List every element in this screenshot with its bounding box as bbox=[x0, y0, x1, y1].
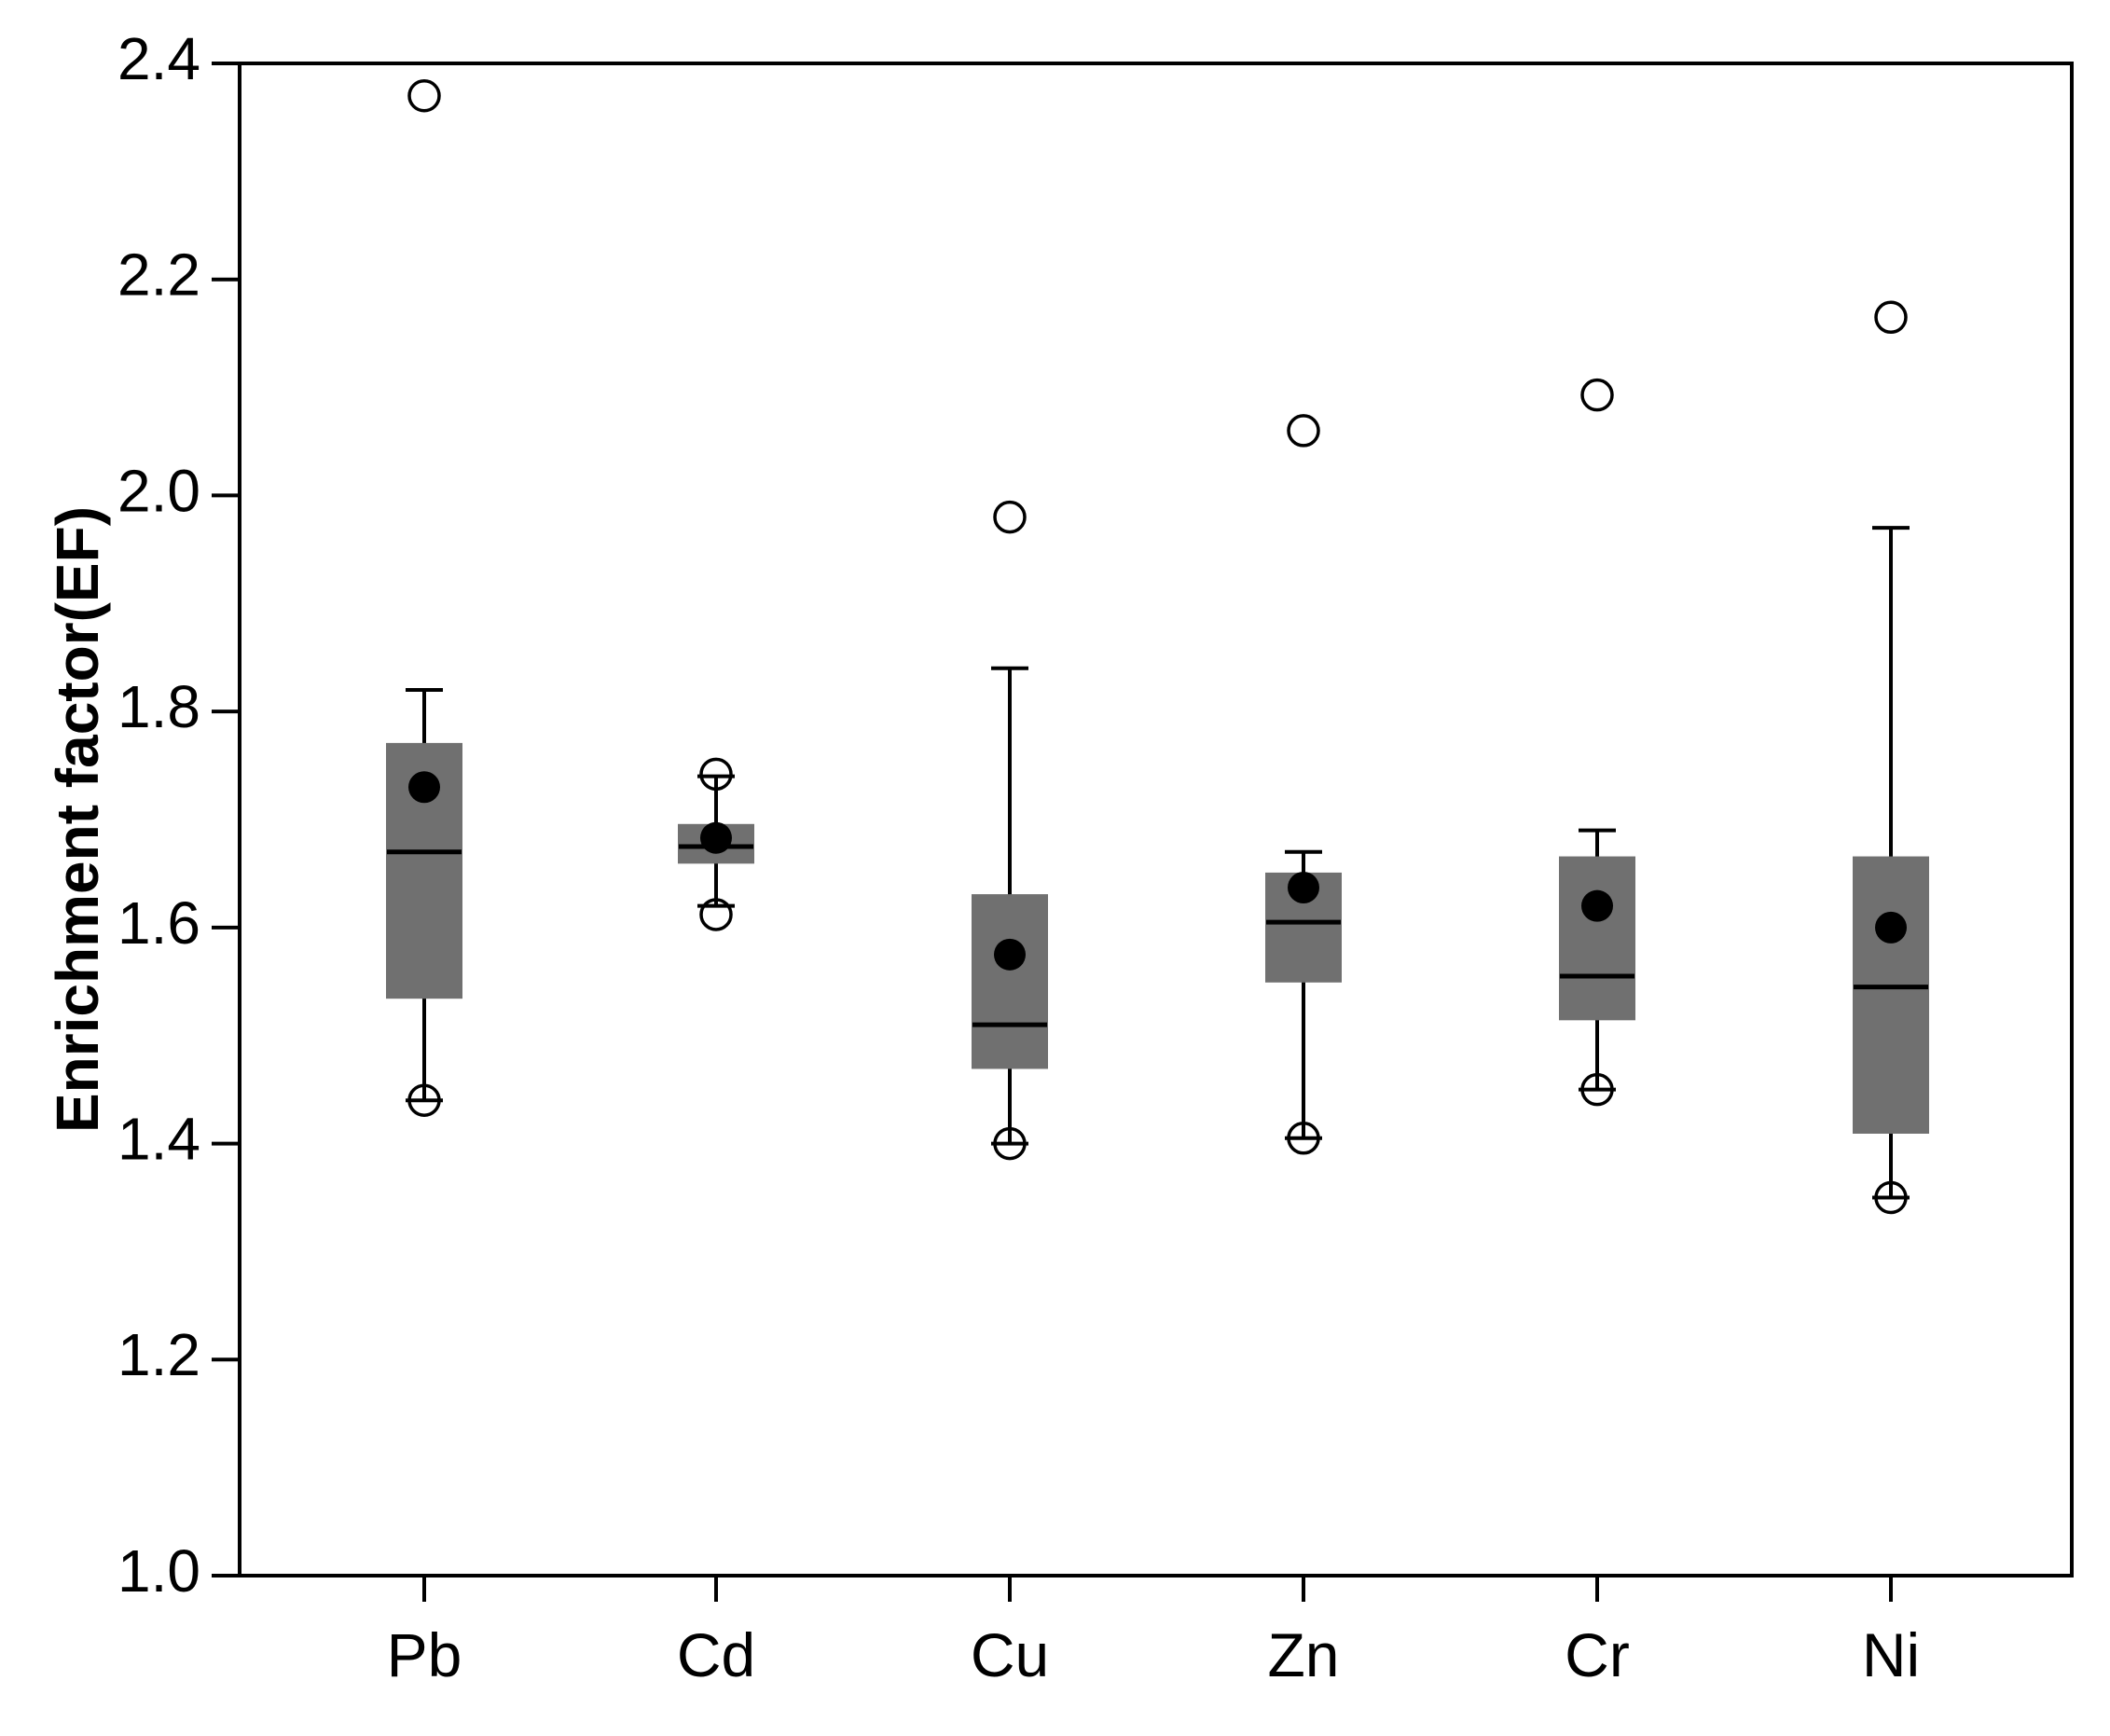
box-group-cr bbox=[1559, 378, 1635, 1107]
box-group-zn bbox=[1265, 414, 1342, 1155]
x-axis: Pb Cd Cu Zn Cr Ni bbox=[387, 1576, 1920, 1689]
mean-point bbox=[994, 938, 1026, 971]
mean-point bbox=[1288, 871, 1319, 903]
outlier-point bbox=[993, 500, 1027, 534]
y-tick-label: 2.0 bbox=[117, 457, 200, 524]
mean-point bbox=[408, 771, 440, 804]
y-tick-label: 1.6 bbox=[117, 889, 200, 957]
outlier-point bbox=[1874, 300, 1908, 335]
x-category-label: Ni bbox=[1862, 1620, 1920, 1689]
y-tick-label: 1.2 bbox=[117, 1321, 200, 1388]
outlier-point bbox=[1580, 378, 1614, 412]
outlier-point bbox=[1287, 414, 1320, 448]
x-category-label: Pb bbox=[387, 1620, 462, 1689]
mean-point bbox=[1581, 889, 1613, 922]
mean-point bbox=[1875, 911, 1907, 944]
x-category-label: Cu bbox=[971, 1620, 1049, 1689]
outlier-point bbox=[1874, 1180, 1908, 1215]
mean-point bbox=[700, 821, 732, 854]
box bbox=[1559, 856, 1635, 1021]
x-category-label: Zn bbox=[1267, 1620, 1339, 1689]
outlier-point bbox=[1580, 1072, 1614, 1107]
outlier-point bbox=[699, 757, 733, 792]
outlier-point bbox=[993, 1126, 1027, 1161]
box bbox=[972, 894, 1048, 1069]
y-tick-label: 2.2 bbox=[117, 241, 200, 309]
boxes bbox=[386, 79, 1929, 1215]
x-category-label: Cd bbox=[677, 1620, 755, 1689]
y-tick-label: 1.0 bbox=[117, 1537, 200, 1605]
y-axis: 1.0 1.2 1.4 1.6 1.8 2.0 2.2 2.4 bbox=[117, 25, 240, 1605]
box-group-ni bbox=[1853, 300, 1929, 1215]
outlier-point bbox=[699, 898, 733, 931]
box bbox=[1853, 856, 1929, 1134]
box-group-cu bbox=[972, 500, 1048, 1161]
y-tick-label: 2.4 bbox=[117, 25, 200, 92]
plot-frame bbox=[238, 62, 2074, 1578]
box-group-pb bbox=[386, 79, 462, 1117]
box-group-cd bbox=[678, 757, 754, 931]
outlier-point bbox=[407, 1083, 441, 1117]
y-tick-label: 1.8 bbox=[117, 673, 200, 740]
y-axis-title: Enrichment factor(EF) bbox=[44, 506, 111, 1133]
outlier-point bbox=[1287, 1122, 1320, 1155]
x-category-label: Cr bbox=[1565, 1620, 1630, 1689]
y-tick-label: 1.4 bbox=[117, 1105, 200, 1172]
outlier-point bbox=[407, 79, 441, 113]
